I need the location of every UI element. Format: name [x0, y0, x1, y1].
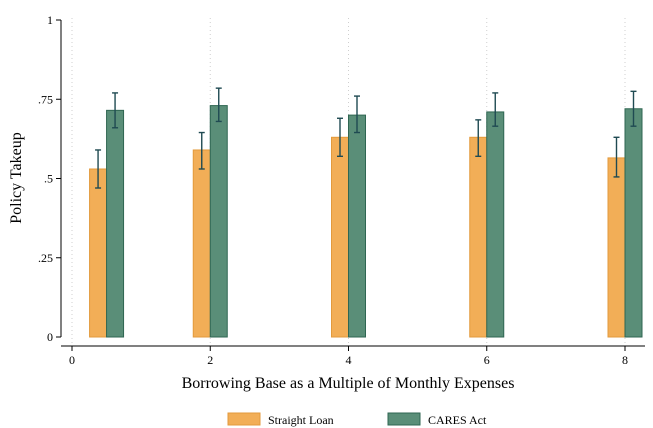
bar — [331, 136, 349, 338]
y-axis: 0 .25 .5 .75 1 — [38, 13, 62, 344]
bars — [89, 105, 643, 338]
x-tick-label: 0 — [69, 353, 75, 367]
bar — [607, 157, 626, 338]
y-tick-label: .75 — [38, 92, 53, 106]
y-tick-label: 0 — [47, 330, 53, 344]
y-tick-label: .5 — [44, 172, 53, 186]
x-tick-label: 4 — [346, 353, 352, 367]
x-axis-label: Borrowing Base as a Multiple of Monthly … — [182, 375, 515, 392]
x-axis: 0 2 4 6 8 — [61, 345, 645, 367]
x-tick-label: 6 — [484, 353, 490, 367]
x-tick-label: 2 — [207, 353, 213, 367]
legend: Straight Loan CARES Act — [227, 412, 487, 427]
legend-swatch — [227, 412, 261, 426]
legend-label: Straight Loan — [268, 413, 334, 427]
bar — [106, 109, 125, 338]
y-tick-label: 1 — [47, 13, 53, 27]
error-bars — [95, 87, 637, 189]
y-tick-label: .25 — [38, 251, 53, 265]
legend-label: CARES Act — [428, 413, 487, 427]
bar — [624, 108, 643, 338]
bar — [209, 105, 228, 338]
y-axis-label: Policy Takeup — [8, 132, 25, 223]
bar — [89, 168, 108, 338]
bar — [486, 111, 505, 338]
bar — [469, 136, 488, 338]
bar — [348, 114, 366, 338]
x-tick-label: 8 — [622, 353, 628, 367]
legend-swatch — [387, 412, 421, 426]
bar — [192, 149, 211, 338]
